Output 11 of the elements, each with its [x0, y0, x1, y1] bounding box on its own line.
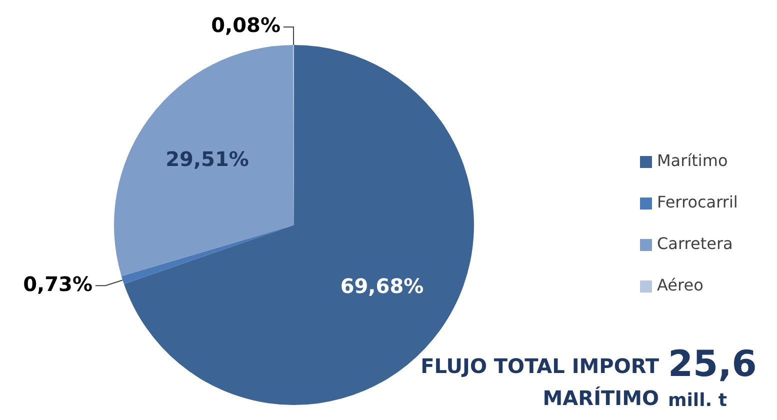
legend-label: Aéreo: [657, 276, 704, 295]
data-label: 0,08%: [211, 13, 280, 38]
text: FLUJO TOTAL IMPORT MARÍTIMO: [420, 353, 659, 412]
data-label: 29,51%: [166, 146, 249, 171]
data-label: 69,68%: [340, 274, 424, 298]
text: 25,6: [668, 344, 757, 385]
legend-label: Marítimo: [657, 151, 728, 170]
data-label: 0,73%: [23, 272, 93, 296]
text: mill. t: [668, 390, 727, 411]
legend-label: Ferrocarril: [657, 192, 738, 212]
legend-label: Carretera: [657, 234, 733, 254]
